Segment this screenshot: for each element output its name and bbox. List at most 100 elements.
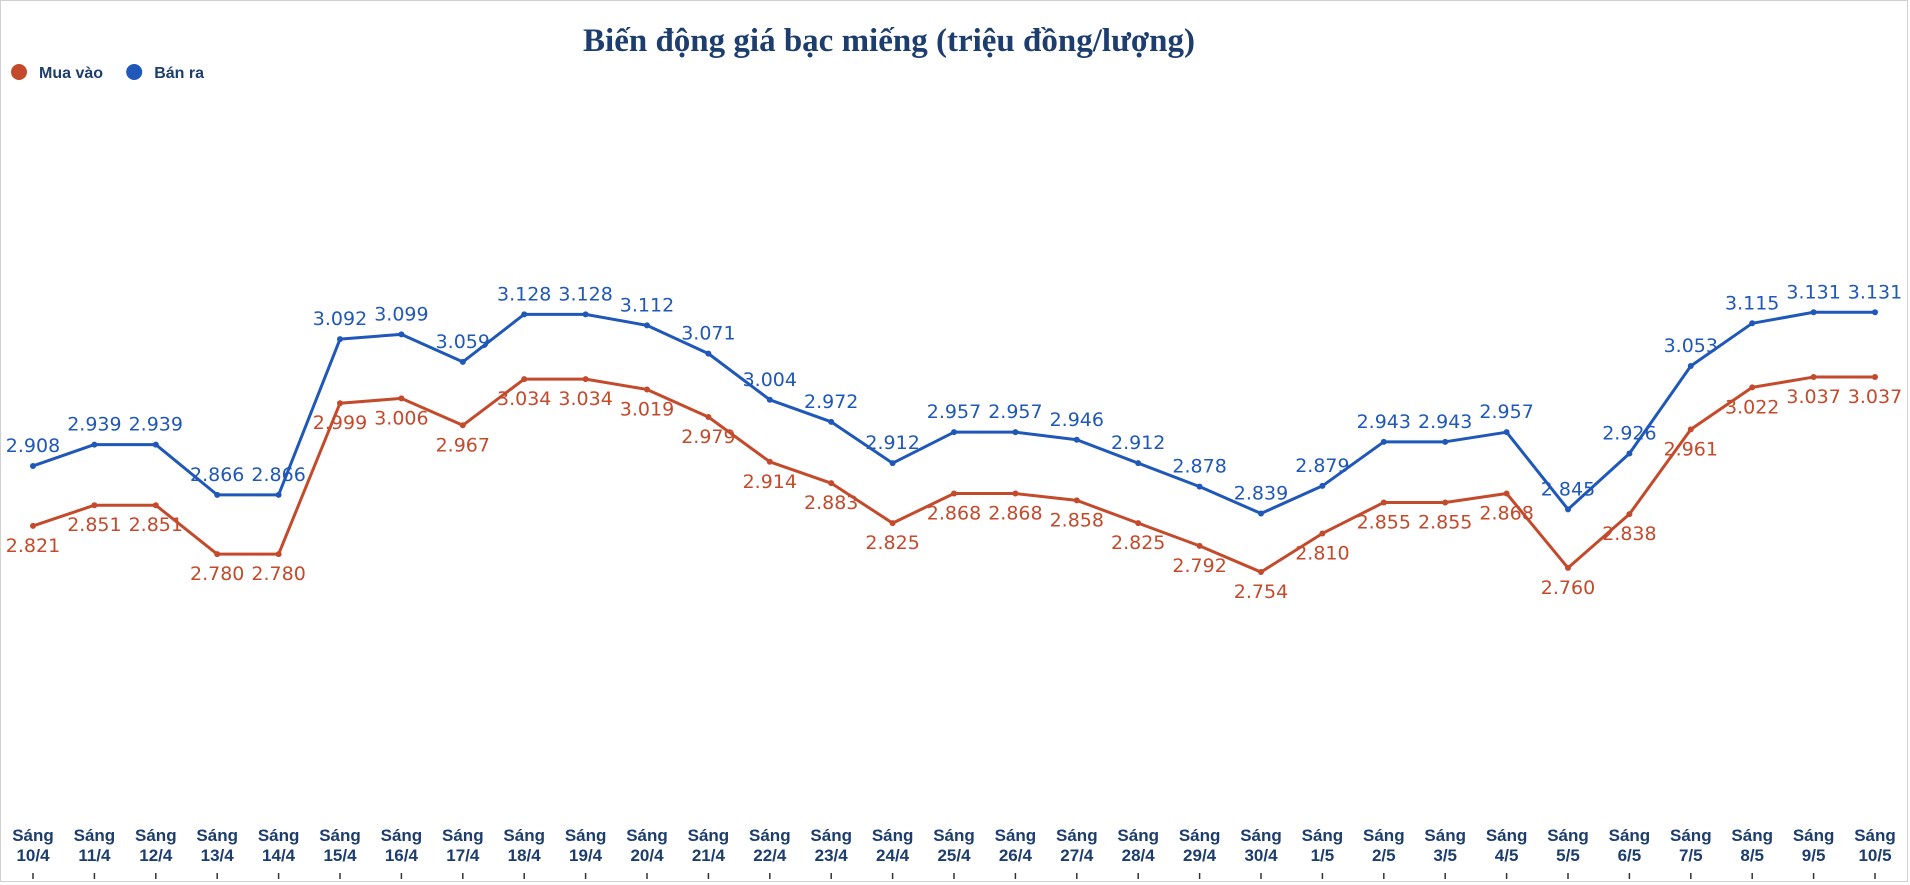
x-tick-line-1: Sáng (1240, 826, 1282, 845)
data-point (889, 520, 896, 527)
x-tick-line-1: Sáng (1793, 826, 1835, 845)
data-point (521, 311, 528, 318)
data-point (1810, 309, 1817, 316)
data-label: 3.059 (436, 331, 490, 353)
data-label: 2.961 (1664, 438, 1718, 460)
x-tick-line-1: Sáng (810, 826, 852, 845)
data-label: 2.851 (129, 514, 183, 536)
x-tick-line-2: 27/4 (1060, 846, 1094, 865)
x-tick-line-2: 7/5 (1679, 846, 1703, 865)
data-point (1565, 564, 1571, 571)
data-point (1135, 460, 1142, 467)
data-point (1319, 530, 1326, 537)
data-label: 2.879 (1295, 455, 1349, 477)
data-point (1258, 569, 1264, 576)
x-tick-line-2: 12/4 (139, 846, 173, 865)
data-point (275, 491, 282, 498)
data-label: 2.825 (865, 532, 919, 554)
data-label: 3.092 (313, 308, 367, 330)
data-label: 3.115 (1725, 292, 1779, 314)
data-label: 2.946 (1050, 409, 1104, 431)
x-tick-line-2: 20/4 (630, 846, 664, 865)
data-label: 2.912 (865, 432, 919, 454)
data-label: 2.939 (129, 414, 183, 436)
x-tick-line-1: Sáng (442, 826, 484, 845)
data-label: 2.999 (313, 412, 367, 434)
x-tick-line-1: Sáng (1547, 826, 1589, 845)
x-tick-line-1: Sáng (258, 826, 300, 845)
data-label: 2.883 (804, 492, 858, 514)
data-point (1135, 520, 1142, 527)
data-point (1073, 436, 1080, 443)
data-label: 3.022 (1725, 396, 1779, 418)
x-tick-line-2: 13/4 (201, 846, 235, 865)
data-label: 2.825 (1111, 532, 1165, 554)
data-label: 2.792 (1172, 555, 1226, 577)
data-label: 2.957 (1479, 401, 1533, 423)
data-point (951, 429, 957, 436)
x-tick-line-2: 28/4 (1122, 846, 1156, 865)
data-point (1073, 497, 1080, 504)
legend-label-0: Mua vào (39, 65, 103, 82)
x-tick-line-2: 19/4 (569, 846, 603, 865)
x-tick-line-2: 16/4 (385, 846, 419, 865)
data-label: 2.810 (1295, 542, 1349, 564)
x-tick-line-1: Sáng (1363, 826, 1405, 845)
data-point (582, 376, 589, 383)
data-label: 3.131 (1786, 281, 1840, 303)
data-label: 2.914 (743, 471, 797, 493)
data-label: 2.979 (681, 426, 735, 448)
x-tick-line-2: 30/4 (1244, 846, 1278, 865)
data-label: 2.967 (436, 434, 490, 456)
data-point (398, 395, 405, 402)
data-point (582, 311, 589, 318)
series-layer: 2.821 2.851 2.851 2.780 2.780 2.999 3.006 2.967… (6, 281, 1902, 603)
data-point (152, 502, 159, 509)
x-tick-line-2: 9/5 (1802, 846, 1826, 865)
x-tick-line-1: Sáng (995, 826, 1037, 845)
x-tick-line-1: Sáng (196, 826, 238, 845)
data-label: 3.019 (620, 398, 674, 420)
data-point (337, 400, 343, 407)
x-tick-line-2: 10/4 (16, 846, 50, 865)
data-point (1319, 482, 1326, 489)
data-label: 2.760 (1541, 577, 1595, 599)
x-tick-line-2: 17/4 (446, 846, 480, 865)
x-tick-line-2: 22/4 (753, 846, 787, 865)
data-point (91, 441, 98, 448)
data-label: 2.972 (804, 391, 858, 413)
x-tick-line-2: 1/5 (1311, 846, 1335, 865)
data-point (705, 414, 712, 421)
data-point (91, 502, 98, 509)
data-label: 2.957 (927, 401, 981, 423)
data-label: 2.838 (1602, 523, 1656, 545)
x-tick-line-2: 6/5 (1618, 846, 1642, 865)
x-tick-line-2: 3/5 (1433, 846, 1457, 865)
data-label: 2.855 (1418, 511, 1472, 533)
data-point (644, 322, 650, 329)
data-point (1012, 490, 1019, 497)
x-tick-line-1: Sáng (1609, 826, 1651, 845)
legend-label-1: Bán ra (154, 65, 204, 82)
x-tick-line-2: 11/4 (78, 846, 111, 865)
series-0: 2.821 2.851 2.851 2.780 2.780 2.999 3.006 2.967… (6, 374, 1902, 603)
x-tick-line-1: Sáng (503, 826, 545, 845)
x-tick-line-1: Sáng (1179, 826, 1221, 845)
data-point (214, 491, 221, 498)
data-label: 3.071 (681, 323, 735, 345)
data-label: 3.004 (743, 369, 797, 391)
data-point (828, 418, 835, 425)
x-tick-line-2: 4/5 (1495, 846, 1519, 865)
x-tick-line-2: 2/5 (1372, 846, 1396, 865)
legend-marker-0 (11, 64, 27, 80)
